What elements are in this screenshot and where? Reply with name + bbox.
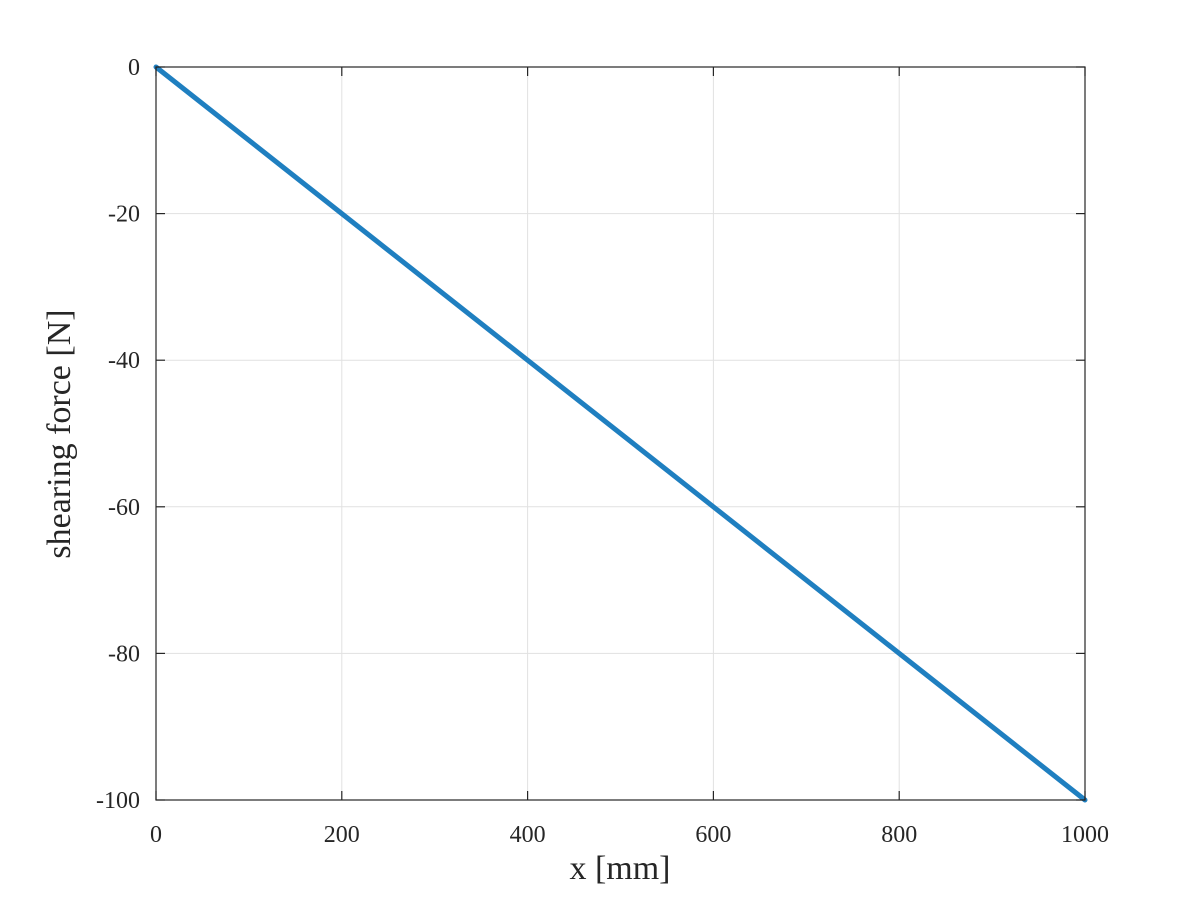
- x-tick-label: 600: [695, 822, 731, 848]
- x-tick-label: 0: [150, 822, 162, 848]
- x-tick-labels: 0 200 400 600 800 1000: [150, 822, 1109, 848]
- series-line: [153, 64, 1088, 803]
- x-tick-label: 1000: [1061, 822, 1109, 848]
- tick-marks: [155, 66, 1086, 801]
- plot-frame: [155, 66, 1086, 801]
- y-tick-label: -80: [108, 641, 140, 667]
- y-tick-label: -20: [108, 202, 140, 228]
- y-tick-label: -40: [108, 348, 140, 374]
- y-tick-label: 0: [128, 55, 140, 81]
- y-tick-label: -100: [96, 788, 140, 814]
- x-tick-label: 400: [510, 822, 546, 848]
- x-tick-label: 800: [881, 822, 917, 848]
- series-layer: [153, 64, 1088, 803]
- x-tick-label: 200: [324, 822, 360, 848]
- y-tick-labels: 0 -20 -40 -60 -80 -100: [96, 55, 140, 814]
- x-axis-label: x [mm]: [569, 850, 670, 887]
- y-axis-label: shearing force [N]: [41, 309, 78, 558]
- y-tick-label: -60: [108, 495, 140, 521]
